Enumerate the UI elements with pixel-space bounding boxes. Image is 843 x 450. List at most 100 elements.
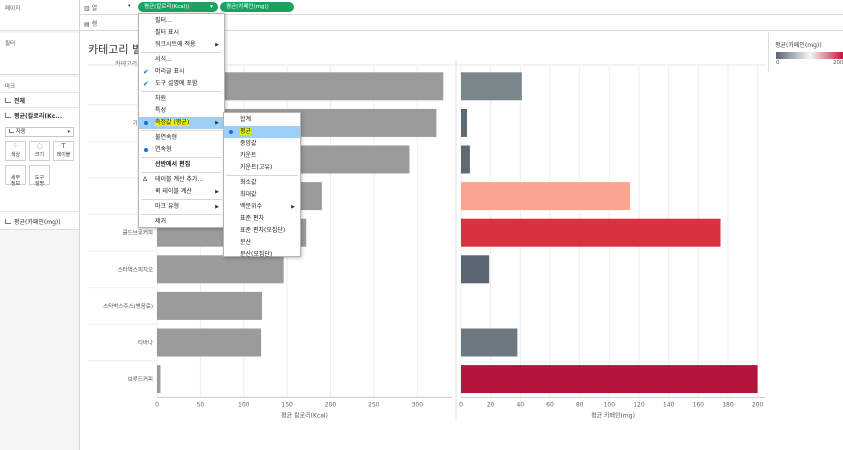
context-menu-item-label: 퀵 테이블 계산 [155, 188, 192, 195]
context-menu-item[interactable]: 연속형 [139, 144, 224, 156]
checkmark-icon: ✔ [143, 68, 149, 76]
context-menu-item[interactable]: 측정값 (평균) ▶ [139, 117, 224, 129]
bar-chart-icon [9, 129, 14, 133]
calorie-tick-label: 100 [238, 401, 250, 408]
caffeine-bar [461, 145, 470, 174]
menu-separator [141, 157, 222, 158]
caffeine-tick-label: 180 [722, 401, 734, 408]
context-menu-item[interactable]: 불연속형 [139, 132, 224, 144]
submenu-item-label: 최대값 [240, 191, 257, 198]
filters-card[interactable]: 필터 [0, 33, 79, 75]
caffeine-bar [461, 108, 467, 137]
submenu-item-label: 분산(모집단) [240, 251, 273, 258]
submenu-item[interactable]: 분산 [224, 237, 300, 249]
context-menu-item[interactable]: 특성 [139, 105, 224, 117]
caffeine-axis-title: 평균 카페인(mg) [591, 411, 635, 419]
submenu-item[interactable]: 카운트 [224, 150, 300, 162]
context-menu-item-label: 선반에서 편집 [155, 161, 191, 168]
tooltip-button[interactable]: 도구 설명 [29, 165, 50, 187]
chevron-down-icon: ▾ [128, 3, 131, 9]
legend-gradient [776, 52, 843, 59]
bar-chart-icon [5, 113, 11, 118]
context-menu-item[interactable]: 차원 [139, 93, 224, 105]
caffeine-tick-label: 120 [633, 401, 645, 408]
legend-max: 200 [833, 60, 843, 66]
chevron-right-icon: ▶ [215, 120, 219, 126]
marks-all[interactable]: 전체 [5, 96, 25, 105]
text-icon: T [61, 142, 66, 150]
context-menu-item[interactable]: Δ 테이블 계산 추가... [139, 174, 224, 186]
submenu-item-label: 백분위수 [240, 203, 263, 210]
menu-separator [141, 52, 222, 53]
context-menu-item[interactable]: 필터... [139, 15, 224, 27]
marks-caffeine[interactable]: 평균(카페인(mg)) [5, 217, 61, 226]
legend-title: 평균(카페인(mg)) [775, 42, 822, 49]
submenu-item[interactable]: 백분위수 ▶ [224, 201, 300, 213]
detail-button[interactable]: 세부 정보 [5, 165, 26, 187]
submenu-item-label: 평균 [240, 128, 252, 135]
caffeine-bar [461, 365, 758, 394]
pages-title: 페이지 [5, 6, 21, 12]
context-menu-item[interactable]: 필터 표시 [139, 27, 224, 39]
submenu-item[interactable]: 평균 [224, 126, 300, 138]
context-menu-item-label: 필터 표시 [155, 29, 179, 36]
context-menu-item[interactable]: 퀵 테이블 계산 ▶ [139, 186, 224, 198]
context-menu-item[interactable]: 마크 유형 ▶ [139, 201, 224, 213]
context-menu-item[interactable]: 워크시트에 적용 ▶ [139, 39, 224, 51]
submenu-item[interactable]: 최대값 [224, 189, 300, 201]
context-menu-item-label: 필터... [155, 17, 172, 24]
caffeine-bar [461, 182, 631, 211]
submenu-item[interactable]: 최소값 [224, 177, 300, 189]
calorie-tick-label: 50 [197, 401, 205, 408]
marks-calorie[interactable]: 평균(칼로리(Kc... [5, 111, 62, 120]
context-menu-item-label: 워크시트에 적용 [155, 41, 196, 48]
caffeine-bar [461, 255, 490, 284]
submenu-item[interactable]: 중앙값 [224, 138, 300, 150]
context-menu-item-label: 제거 [155, 218, 167, 225]
calorie-tick-label: 300 [412, 401, 424, 408]
submenu-item-label: 중앙값 [240, 140, 257, 147]
caffeine-tick-label: 140 [663, 401, 675, 408]
caffeine-bar [461, 328, 518, 357]
chevron-right-icon: ▶ [291, 204, 295, 210]
submenu-item[interactable]: 분산(모집단) [224, 249, 300, 261]
submenu-item[interactable]: 표준 편차 [224, 213, 300, 225]
category-label: 브루드커피 [128, 375, 153, 383]
chevron-right-icon: ▶ [215, 204, 219, 210]
calorie-tick-label: 150 [281, 401, 293, 408]
pill-calorie[interactable]: 평균(칼로리(Kcal)) ▾ [138, 2, 218, 12]
label-button[interactable]: T 레이블 [53, 141, 74, 161]
pill-caffeine[interactable]: 평균(카페인(mg)) [220, 2, 294, 12]
calorie-axis-title: 평균 칼로리(Kcal) [281, 411, 328, 419]
context-menu-item[interactable]: ✔ 도구 설명에 포함 [139, 78, 224, 90]
caffeine-tick-label: 80 [576, 401, 584, 408]
rows-label: ▤ 행 [84, 21, 98, 28]
submenu-item[interactable]: 카운트(고유) [224, 162, 300, 174]
size-icon: ◌ [36, 142, 43, 150]
menu-separator [226, 175, 298, 176]
size-button[interactable]: ◌ 크기 [29, 141, 50, 161]
category-label: 스타벅스주스(병음료) [103, 302, 153, 310]
submenu-item-label: 합계 [240, 116, 252, 123]
context-menu-item[interactable]: 제거 [139, 216, 224, 228]
color-legend: 평균(카페인(mg)) 0 200 [768, 32, 843, 72]
calorie-tick-label: 200 [325, 401, 337, 408]
chevron-right-icon: ▶ [215, 42, 219, 48]
bar-chart-icon [5, 219, 11, 224]
context-menu-item[interactable]: ✔ 머리글 표시 [139, 66, 224, 78]
context-menu-item-label: 머리글 표시 [155, 68, 185, 75]
context-menu-item[interactable]: 서식... [139, 54, 224, 66]
submenu-item[interactable]: 표준 편차(모집단) [224, 225, 300, 237]
columns-shelf[interactable]: ▥ 열 ▾ 평균(칼로리(Kcal)) ▾ 평균(카페인(mg)) [80, 0, 843, 15]
rows-shelf[interactable]: ▤ 행 [80, 16, 843, 31]
context-menu-item-label: 연속형 [155, 146, 172, 153]
color-button[interactable]: ⁘ 색상 [5, 141, 26, 161]
submenu-item[interactable]: 합계 [224, 114, 300, 126]
category-label: 티바나 [138, 339, 153, 347]
context-menu-item[interactable]: 선반에서 편집 [139, 159, 224, 171]
marks-type-select[interactable]: 자동 ▾ [5, 127, 74, 137]
calorie-tick-label: 250 [368, 401, 380, 408]
context-menu-item-label: 측정값 (평균) [155, 119, 190, 126]
calorie-bar [157, 328, 262, 357]
bullet-icon [229, 130, 233, 134]
